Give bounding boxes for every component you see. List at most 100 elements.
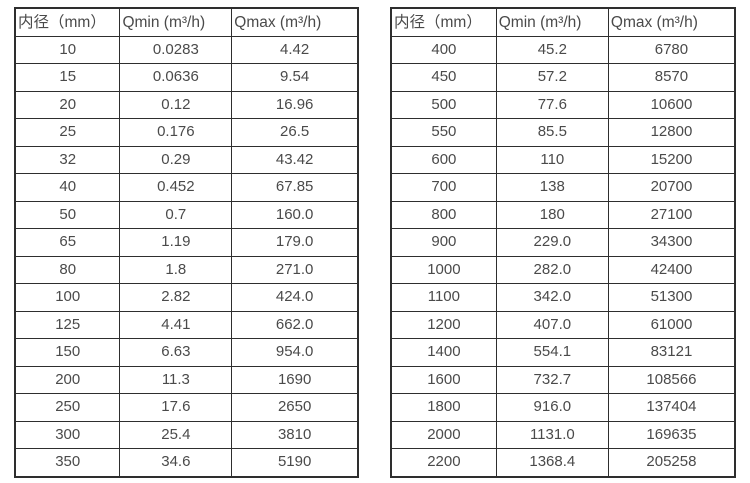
table-cell: 424.0 [231, 283, 359, 312]
table-row: 125 4.41 662.0 [14, 310, 359, 339]
table-cell: 0.0283 [119, 35, 233, 64]
table-cell: 271.0 [231, 255, 359, 284]
table-cell: 700 [390, 173, 497, 202]
table-row: 250 17.6 2650 [14, 393, 359, 422]
table-cell: 732.7 [495, 365, 609, 394]
table-row: 900 229.0 34300 [390, 228, 736, 257]
table-cell: 2650 [231, 393, 359, 422]
table-cell: 1690 [231, 365, 359, 394]
table-cell: 229.0 [495, 228, 609, 257]
flow-table-small-diameters: 内径（mm） Qmin (m³/h) Qmax (m³/h) 10 0.0283 4.4… [14, 7, 359, 478]
table-cell: 20 [14, 90, 121, 119]
table-cell: 1200 [390, 310, 497, 339]
table-row: 550 85.5 12800 [390, 118, 736, 147]
table-cell: 50 [14, 200, 121, 229]
table-cell: 0.12 [119, 90, 233, 119]
table-cell: 1100 [390, 283, 497, 312]
table-cell: 10600 [607, 90, 736, 119]
table-row: 15 0.0636 9.54 [14, 63, 359, 92]
header-row: 内径（mm） Qmin (m³/h) Qmax (m³/h) [390, 7, 736, 37]
table-cell: 34.6 [119, 448, 233, 477]
table-row: 1200 407.0 61000 [390, 310, 736, 339]
table-row: 10 0.0283 4.42 [14, 35, 359, 64]
table-cell: 61000 [607, 310, 736, 339]
table-cell: 400 [390, 35, 497, 64]
table-row: 32 0.29 43.42 [14, 145, 359, 174]
table-cell: 350 [14, 448, 121, 477]
table-cell: 43.42 [231, 145, 359, 174]
table-cell: 57.2 [495, 63, 609, 92]
table-cell: 179.0 [231, 228, 359, 257]
table-cell: 1600 [390, 365, 497, 394]
table-cell: 200 [14, 365, 121, 394]
table-row: 700 138 20700 [390, 173, 736, 202]
table-cell: 0.176 [119, 118, 233, 147]
table-row: 2000 1131.0 169635 [390, 420, 736, 449]
table-cell: 32 [14, 145, 121, 174]
table-cell: 0.452 [119, 173, 233, 202]
table-cell: 1000 [390, 255, 497, 284]
table-cell: 800 [390, 200, 497, 229]
table-cell: 160.0 [231, 200, 359, 229]
table-row: 200 11.3 1690 [14, 365, 359, 394]
table-body: 400 45.2 6780 450 57.2 8570 500 77.6 10600 550 85.… [390, 35, 736, 477]
table-cell: 34300 [607, 228, 736, 257]
table-row: 40 0.452 67.85 [14, 173, 359, 202]
table-cell: 407.0 [495, 310, 609, 339]
table-cell: 282.0 [495, 255, 609, 284]
table-row: 1600 732.7 108566 [390, 365, 736, 394]
table-row: 2200 1368.4 205258 [390, 448, 736, 477]
table-row: 1000 282.0 42400 [390, 255, 736, 284]
table-cell: 1.8 [119, 255, 233, 284]
table-cell: 0.29 [119, 145, 233, 174]
table-row: 1100 342.0 51300 [390, 283, 736, 312]
column-header: Qmax (m³/h) [607, 7, 736, 37]
table-cell: 42400 [607, 255, 736, 284]
table-cell: 3810 [231, 420, 359, 449]
table-cell: 100 [14, 283, 121, 312]
table-row: 1400 554.1 83121 [390, 338, 736, 367]
table-cell: 10 [14, 35, 121, 64]
table-cell: 20700 [607, 173, 736, 202]
table-cell: 450 [390, 63, 497, 92]
table-cell: 554.1 [495, 338, 609, 367]
table-cell: 85.5 [495, 118, 609, 147]
table-cell: 9.54 [231, 63, 359, 92]
table-cell: 27100 [607, 200, 736, 229]
column-header: Qmax (m³/h) [231, 7, 359, 37]
table-cell: 12800 [607, 118, 736, 147]
table-cell: 4.42 [231, 35, 359, 64]
table-row: 50 0.7 160.0 [14, 200, 359, 229]
header-row: 内径（mm） Qmin (m³/h) Qmax (m³/h) [14, 7, 359, 37]
table-row: 100 2.82 424.0 [14, 283, 359, 312]
table-cell: 125 [14, 310, 121, 339]
table-cell: 108566 [607, 365, 736, 394]
table-cell: 250 [14, 393, 121, 422]
table-row: 600 110 15200 [390, 145, 736, 174]
table-cell: 6780 [607, 35, 736, 64]
table-cell: 342.0 [495, 283, 609, 312]
table-cell: 1131.0 [495, 420, 609, 449]
column-header: Qmin (m³/h) [495, 7, 609, 37]
table-cell: 137404 [607, 393, 736, 422]
table-cell: 500 [390, 90, 497, 119]
table-cell: 900 [390, 228, 497, 257]
table-cell: 1400 [390, 338, 497, 367]
table-cell: 67.85 [231, 173, 359, 202]
table-cell: 77.6 [495, 90, 609, 119]
table-cell: 2000 [390, 420, 497, 449]
table-cell: 5190 [231, 448, 359, 477]
table-row: 150 6.63 954.0 [14, 338, 359, 367]
table-cell: 80 [14, 255, 121, 284]
table-cell: 17.6 [119, 393, 233, 422]
table-row: 500 77.6 10600 [390, 90, 736, 119]
table-cell: 11.3 [119, 365, 233, 394]
table-cell: 954.0 [231, 338, 359, 367]
table-row: 350 34.6 5190 [14, 448, 359, 477]
table-cell: 2200 [390, 448, 497, 477]
table-cell: 83121 [607, 338, 736, 367]
table-row: 25 0.176 26.5 [14, 118, 359, 147]
table-cell: 662.0 [231, 310, 359, 339]
table-row: 20 0.12 16.96 [14, 90, 359, 119]
